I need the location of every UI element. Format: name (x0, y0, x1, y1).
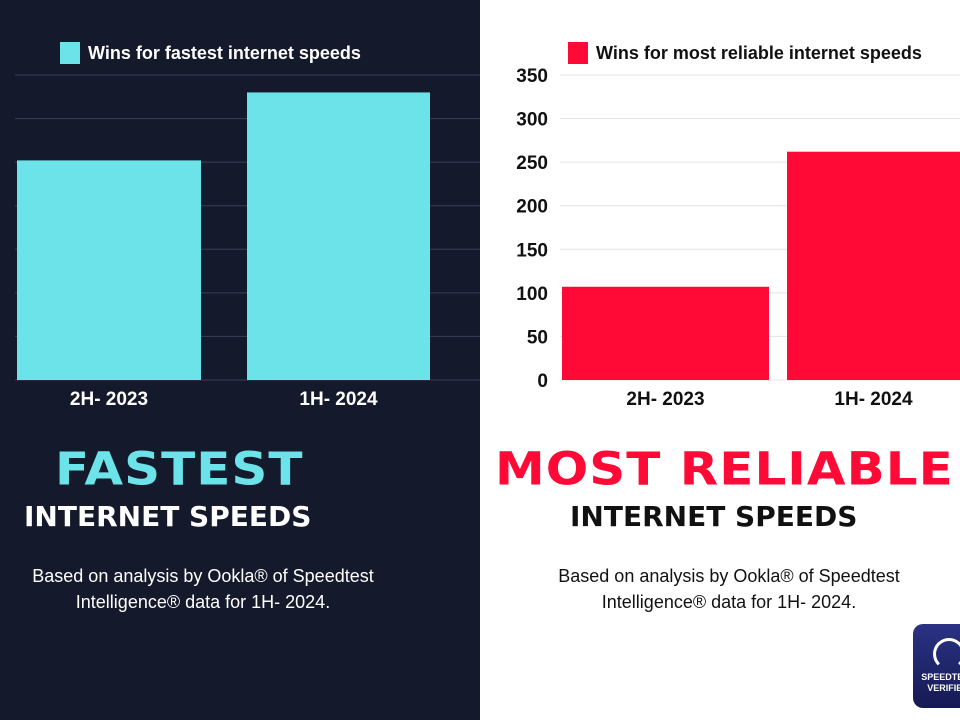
bar-2H-2023 (17, 160, 201, 380)
note-line: Based on analysis by Ookla® of Speedtest (558, 566, 900, 586)
legend: Wins for most reliable internet speeds (568, 42, 922, 64)
y-tick-label: 200 (516, 197, 548, 218)
note-line: Intelligence® data for 1H- 2024. (601, 592, 857, 612)
y-tick-label: 250 (516, 153, 548, 174)
headline: FASTEST (55, 442, 304, 496)
headline: MOST RELIABLE (495, 442, 954, 496)
note-line: Intelligence® data for 1H- 2024. (75, 592, 331, 612)
speedtest-verified-badge: SPEEDTESTVERIFIED (913, 624, 960, 708)
legend-swatch (60, 42, 80, 64)
x-tick-label: 2H- 2023 (626, 389, 704, 410)
x-tick-label: 1H- 2024 (299, 389, 378, 410)
note-line: Based on analysis by Ookla® of Speedtest (32, 566, 374, 586)
speedometer-icon (933, 638, 960, 670)
x-tick-label: 2H- 2023 (70, 389, 148, 410)
legend-label: Wins for most reliable internet speeds (596, 42, 922, 63)
legend: Wins for fastest internet speeds (60, 42, 361, 64)
y-tick-label: 50 (527, 327, 548, 348)
badge-line: SPEEDTEST (921, 672, 960, 682)
bar-1H-2024 (247, 92, 430, 380)
badge-line: VERIFIED (927, 683, 960, 693)
bar-2H-2023 (562, 286, 769, 380)
y-tick-label: 300 (516, 110, 548, 131)
legend-swatch (568, 42, 588, 64)
x-tick-label: 1H- 2024 (834, 389, 913, 410)
reliable-chart: 0 50 100 150 200 250 300 350 2H- 2023 1H- 2024 (516, 66, 960, 410)
subhead: INTERNET SPEEDS (24, 500, 312, 533)
y-tick-label: 100 (516, 284, 548, 305)
bar-1H-2024 (787, 151, 960, 380)
y-tick-label: 150 (516, 240, 548, 261)
y-tick-label: 350 (516, 66, 548, 87)
note: Based on analysis by Ookla® of Speedtest… (0, 563, 433, 615)
subhead: INTERNET SPEEDS (570, 500, 858, 533)
reliable-panel: 0 50 100 150 200 250 300 350 2H- 2023 1H- 2024 Wi… (480, 0, 960, 720)
note: Based on analysis by Ookla® of Speedtest… (499, 563, 959, 615)
y-tick-label: 0 (537, 371, 548, 392)
legend-label: Wins for fastest internet speeds (88, 42, 361, 63)
